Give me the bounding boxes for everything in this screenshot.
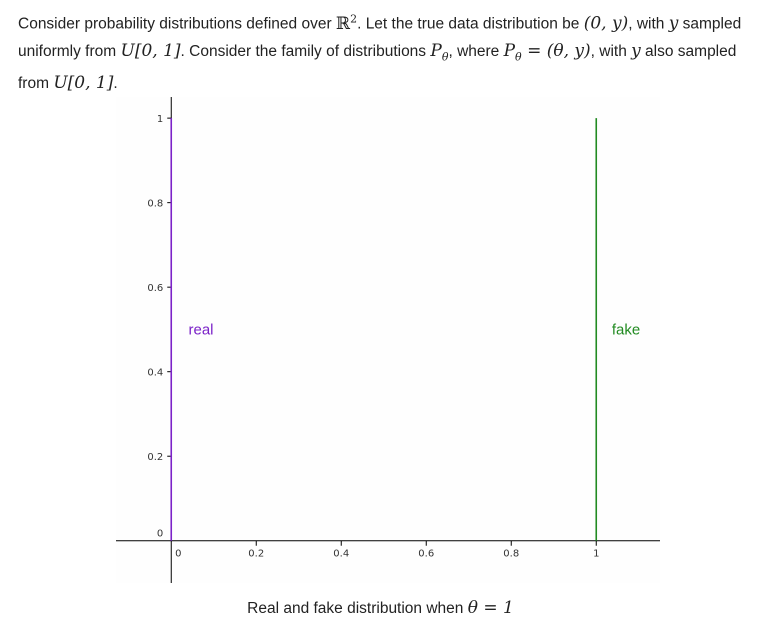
intro-text-1: Consider probability distributions defin… bbox=[18, 15, 336, 33]
y-tick-label: 0.6 bbox=[147, 283, 163, 294]
intro-text-6: , where bbox=[448, 42, 504, 60]
series-label-real: real bbox=[188, 321, 213, 338]
intro-text-3: , with bbox=[628, 15, 669, 33]
y-tick-label: 0.2 bbox=[147, 452, 163, 463]
intro-text-7: , with bbox=[590, 42, 632, 60]
y-tick-label: 0.8 bbox=[147, 199, 163, 210]
family-symbol: Pθ bbox=[430, 40, 449, 64]
caption-text: Real and fake distribution when bbox=[247, 600, 468, 617]
problem-statement: Consider probability distributions defin… bbox=[18, 6, 748, 97]
distribution-chart: 0 0.2 0.4 0.6 0.8 1 0 0.2 0.4 0.6 0.8 1 real fake bbox=[116, 97, 660, 583]
real-space-symbol: ℝ2 bbox=[335, 12, 358, 34]
x-tick-label: 1 bbox=[593, 549, 599, 560]
y-tick-label: 0 bbox=[157, 529, 163, 540]
intro-text-5: . Consider the family of distributions bbox=[180, 42, 431, 60]
true-distribution-math: (0, y) bbox=[583, 13, 629, 34]
x-tick-label: 0.4 bbox=[333, 549, 349, 560]
y-tick-label: 1 bbox=[157, 114, 163, 125]
real-space-letter: ℝ bbox=[335, 13, 351, 34]
x-tick-label: 0.8 bbox=[503, 549, 519, 560]
chart-caption: Real and fake distribution when θ = 1 bbox=[0, 598, 761, 618]
family-definition: Pθ = (θ, y) bbox=[503, 40, 591, 64]
variable-y-2: y bbox=[631, 40, 641, 61]
intro-text-9: . bbox=[113, 75, 118, 93]
y-tick-label: 0.4 bbox=[147, 368, 163, 379]
plot-area: 0 0.2 0.4 0.6 0.8 1 0 0.2 0.4 0.6 0.8 1 real fake bbox=[116, 97, 660, 583]
series-label-fake: fake bbox=[612, 321, 640, 338]
family-def-letter: P bbox=[503, 40, 516, 61]
x-tick-label: 0.6 bbox=[418, 549, 434, 560]
variable-y: y bbox=[668, 13, 679, 34]
intro-text-8: also sampled from bbox=[18, 42, 737, 93]
x-tick-label: 0.2 bbox=[248, 549, 264, 560]
uniform-distribution-math-2: U[0, 1] bbox=[53, 73, 114, 94]
x-tick-label: 0 bbox=[175, 549, 181, 560]
intro-text-2: . Let the true data distribution be bbox=[357, 15, 584, 33]
family-subscript: θ bbox=[441, 50, 449, 64]
intro-text-4: sampled uniformly from bbox=[18, 15, 742, 60]
family-def-subscript: θ bbox=[515, 50, 522, 64]
family-def-rhs: = (θ, y) bbox=[521, 40, 591, 61]
caption-math: θ = 1 bbox=[467, 598, 514, 618]
real-space-power: 2 bbox=[350, 12, 358, 25]
family-letter: P bbox=[430, 40, 442, 61]
uniform-distribution-math: U[0, 1] bbox=[120, 40, 181, 61]
